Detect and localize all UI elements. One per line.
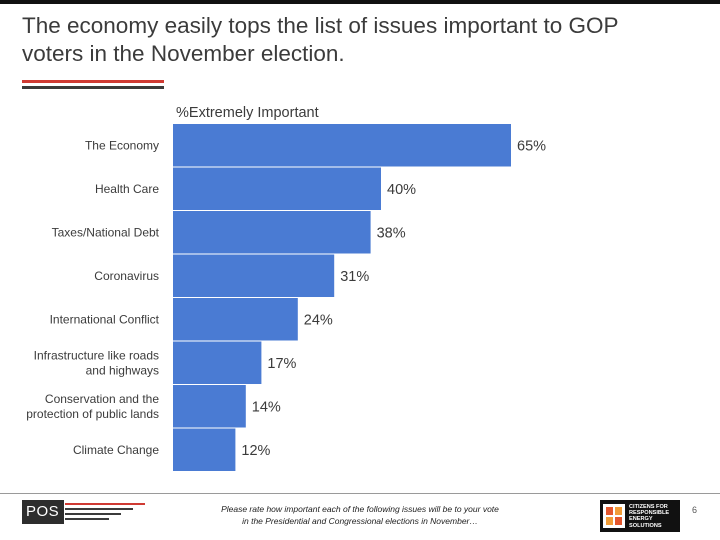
category-label-7: Climate Change bbox=[73, 443, 159, 457]
category-label-2-line-0: Taxes/National Debt bbox=[52, 225, 160, 239]
title-accent-red-rule bbox=[22, 80, 164, 83]
cres-logo: CITIZENS FOR RESPONSIBLE ENERGY SOLUTION… bbox=[600, 500, 680, 532]
category-label-6-line-0: Conservation and the bbox=[45, 392, 159, 406]
question-footnote: Please rate how important each of the fo… bbox=[190, 503, 530, 527]
value-label-0: 65% bbox=[517, 138, 546, 154]
bar-6 bbox=[173, 385, 246, 428]
value-label-4: 24% bbox=[304, 312, 333, 328]
footnote-line-2: in the Presidential and Congressional el… bbox=[242, 516, 478, 526]
cres-logo-line-3: ENERGY SOLUTIONS bbox=[629, 516, 662, 529]
pos-logo-box: POS bbox=[22, 500, 64, 524]
slide-title: The economy easily tops the list of issu… bbox=[22, 12, 702, 68]
pos-logo-text: POS bbox=[26, 503, 60, 520]
bar-4 bbox=[173, 298, 298, 341]
category-label-5: Infrastructure like roads and highways bbox=[34, 348, 159, 377]
category-label-5-line-1: and highways bbox=[86, 363, 159, 377]
category-label-3-line-0: Coronavirus bbox=[94, 269, 159, 283]
pos-logo-stripe-3 bbox=[65, 513, 121, 515]
value-label-1: 40% bbox=[387, 182, 416, 198]
category-label-2: Taxes/National Debt bbox=[52, 225, 160, 239]
bar-chart: %Extremely Important The Economy Health C… bbox=[26, 105, 546, 471]
category-label-4: International Conflict bbox=[50, 312, 160, 326]
category-label-0: The Economy bbox=[85, 138, 159, 152]
value-label-3: 31% bbox=[340, 269, 369, 285]
title-accent-dark-rule bbox=[22, 86, 164, 89]
value-label-6: 14% bbox=[252, 399, 281, 415]
category-labels-group: The Economy Health Care Taxes/National Deb… bbox=[26, 138, 159, 457]
bar-7 bbox=[173, 428, 236, 471]
pos-logo-stripe-1 bbox=[65, 503, 145, 505]
category-label-5-line-0: Infrastructure like roads bbox=[34, 348, 159, 362]
cres-logo-line-1: CITIZENS FOR bbox=[629, 504, 668, 510]
category-label-1: Health Care bbox=[95, 182, 159, 196]
bar-1 bbox=[173, 167, 381, 210]
category-label-0-line-0: The Economy bbox=[85, 138, 159, 152]
cres-logo-text: CITIZENS FOR RESPONSIBLE ENERGY SOLUTION… bbox=[629, 504, 679, 529]
bar-2 bbox=[173, 211, 371, 254]
category-label-6-line-1: protection of public lands bbox=[26, 407, 159, 421]
footnote-line-1: Please rate how important each of the fo… bbox=[221, 504, 499, 514]
top-border bbox=[0, 0, 720, 4]
cres-logo-line-2: RESPONSIBLE bbox=[629, 510, 670, 517]
category-label-3: Coronavirus bbox=[94, 269, 159, 283]
bar-5 bbox=[173, 341, 262, 384]
category-label-7-line-0: Climate Change bbox=[73, 443, 159, 457]
footer-divider bbox=[0, 493, 720, 494]
category-label-1-line-0: Health Care bbox=[95, 182, 159, 196]
title-line-1: The economy easily tops the list of issu… bbox=[22, 13, 619, 38]
value-label-2: 38% bbox=[377, 225, 406, 241]
value-label-7: 12% bbox=[241, 443, 270, 459]
pos-logo-stripe-4 bbox=[65, 518, 109, 520]
bars-group bbox=[173, 124, 511, 471]
pos-logo-stripe-2 bbox=[65, 508, 133, 510]
category-label-6: Conservation and the protection of public… bbox=[26, 392, 159, 421]
value-label-5: 17% bbox=[267, 356, 296, 372]
value-labels-group: 65% 40% 38% 31% 24% 17% 14% 12% bbox=[241, 138, 546, 459]
category-label-4-line-0: International Conflict bbox=[50, 312, 160, 326]
title-line-2: voters in the November election. bbox=[22, 41, 345, 66]
page-number: 6 bbox=[692, 505, 698, 515]
bar-0 bbox=[173, 124, 511, 167]
series-label: %Extremely Important bbox=[176, 105, 319, 121]
pos-logo: POS bbox=[22, 500, 145, 524]
cres-logo-mark-icon bbox=[603, 504, 625, 528]
bar-3 bbox=[173, 254, 335, 297]
